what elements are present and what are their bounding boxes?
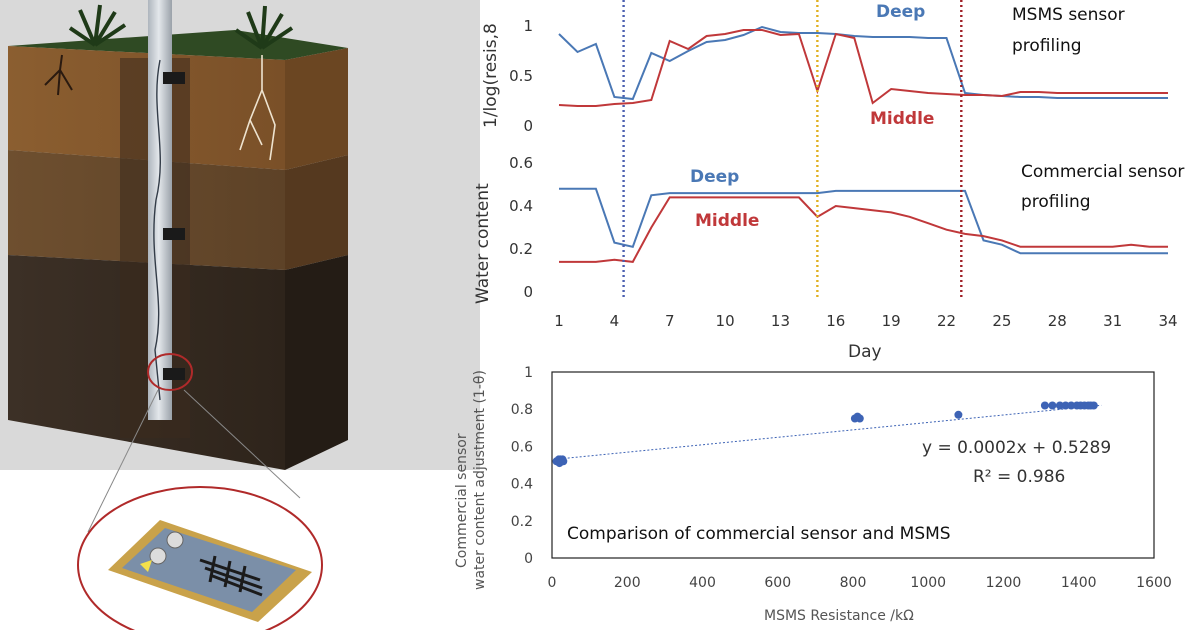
- deep-sensor-highlight: [147, 353, 193, 391]
- chart1-deep-label: Deep: [876, 2, 925, 22]
- chart2-x-tick: 7: [665, 312, 675, 330]
- chart1-middle-label: Middle: [870, 109, 934, 129]
- chart2-x-tick: 13: [771, 312, 790, 330]
- chart1-y-axis-title: 1/log(resis,8: [481, 23, 501, 128]
- chart3-x-axis-title: MSMS Resistance /kΩ: [764, 608, 914, 624]
- chart2-deep-label: Deep: [690, 167, 739, 187]
- scatter-caption: Comparison of commercial sensor and MSMS: [567, 524, 951, 544]
- chart3-x-tick: 0: [548, 575, 557, 591]
- chart2-middle-label: Middle: [695, 211, 759, 231]
- zoom-connector-right: [183, 389, 301, 499]
- chart3-x-tick: 1600: [1136, 575, 1172, 591]
- scatter-point: [1048, 401, 1057, 410]
- chart3-y-tick: 1: [524, 365, 533, 381]
- scatter-point: [1089, 401, 1098, 410]
- chart2-y-tick: 0.6: [509, 154, 533, 172]
- scatter-point: [855, 414, 864, 423]
- chart2-x-tick: 16: [826, 312, 845, 330]
- chart3-y-tick: 0.2: [511, 514, 533, 530]
- chart2-x-tick: 28: [1048, 312, 1067, 330]
- sensor-contact-top: [166, 531, 184, 549]
- chart2-y-tick: 0.2: [509, 240, 533, 258]
- chart3-y-tick: 0.4: [511, 477, 533, 493]
- scatter-point: [1040, 401, 1049, 410]
- sensor-clip-middle: [163, 228, 185, 240]
- sensor-pad-yellow: [140, 560, 152, 572]
- chart3-y-tick: 0: [524, 551, 533, 567]
- chart2-series-deep: [559, 187, 1168, 255]
- chart2-x-tick: 4: [610, 312, 620, 330]
- scatter-point: [954, 410, 963, 419]
- chart3-y-axis-title-line2: water content adjustment (1-θ): [472, 370, 488, 590]
- sensor-electrode-pattern: [199, 555, 263, 597]
- chart2-x-tick: 34: [1158, 312, 1177, 330]
- scatter-point: [559, 457, 568, 466]
- probe-tube: [148, 0, 172, 420]
- deep-soil-side: [285, 255, 348, 470]
- scatter-point: [1067, 401, 1076, 410]
- chart2-series-middle: [559, 196, 1168, 263]
- chart3-y-tick: 0.8: [511, 402, 533, 418]
- chart3-x-tick: 1200: [986, 575, 1022, 591]
- calibration-scatter-chart: 0 0.2 0.4 0.6 0.8 1 0 200 400 600 800 1000 1200 1400…: [454, 365, 1172, 624]
- chart2-x-tick: 10: [716, 312, 735, 330]
- probe-cable: [153, 59, 161, 401]
- chart3-x-tick: 1000: [910, 575, 946, 591]
- zoom-connector-left: [87, 389, 159, 533]
- event-markers: [622, 0, 963, 300]
- chart3-x-tick: 800: [840, 575, 867, 591]
- sensor-contact-bottom: [149, 547, 167, 565]
- chart2-annotation-line2: profiling: [1021, 192, 1091, 212]
- soil-profile-illustration: [0, 0, 480, 630]
- sensor-clip-deep: [163, 368, 185, 380]
- chart2-x-tick: 22: [937, 312, 956, 330]
- chart3-x-tick: 400: [689, 575, 716, 591]
- chart1-series-middle: [558, 29, 1168, 107]
- root-left: [44, 54, 73, 96]
- chart2-y-tick: 0.4: [509, 197, 533, 215]
- msms-profile-chart: 0 0.5 1 1/log(resis,8 Deep Middle MSMS sen…: [481, 2, 1168, 135]
- chart2-x-tick: 25: [992, 312, 1011, 330]
- plant-left: [68, 4, 127, 47]
- chart1-y-tick: 0.5: [509, 67, 533, 85]
- chart2-x-tick: 31: [1103, 312, 1122, 330]
- subsoil-side: [285, 155, 348, 270]
- chart1-annotation-line2: profiling: [1012, 36, 1082, 56]
- sensor-clip-top: [163, 72, 185, 84]
- scatter-plot-frame: [551, 371, 1155, 559]
- trendline-equation: y = 0.0002x + 0.5289: [922, 438, 1111, 458]
- plant-right: [234, 5, 294, 50]
- topsoil-side: [285, 48, 348, 170]
- chart1-y-tick: 1: [523, 17, 533, 35]
- chart1-series-deep: [558, 25, 1168, 101]
- chart3-x-tick: 600: [764, 575, 791, 591]
- chart3-x-tick: 200: [614, 575, 641, 591]
- chart2-y-tick: 0: [523, 283, 533, 301]
- scatter-point: [1061, 401, 1070, 410]
- chart3-x-tick: 1400: [1061, 575, 1097, 591]
- chart2-annotation-line1: Commercial sensor: [1021, 162, 1184, 182]
- commercial-profile-chart: 0 0.2 0.4 0.6 1 4 7 10 13 16 19 22 25 28 31 34 Water c…: [473, 154, 1184, 362]
- chart2-x-axis-title: Day: [848, 342, 882, 362]
- scatter-trendline: [555, 404, 1102, 460]
- chart1-annotation-line1: MSMS sensor: [1012, 5, 1125, 25]
- chart3-y-tick: 0.6: [511, 439, 533, 455]
- chart2-x-tick: 19: [882, 312, 901, 330]
- chart2-y-axis-title: Water content: [473, 183, 493, 304]
- chart1-y-tick: 0: [523, 117, 533, 135]
- root-right: [239, 55, 276, 161]
- trendline-r-squared: R² = 0.986: [973, 467, 1065, 487]
- scatter-point: [1055, 401, 1064, 410]
- chart2-x-tick: 1: [554, 312, 564, 330]
- chart3-y-axis-title-line1: Commercial sensor: [454, 433, 470, 568]
